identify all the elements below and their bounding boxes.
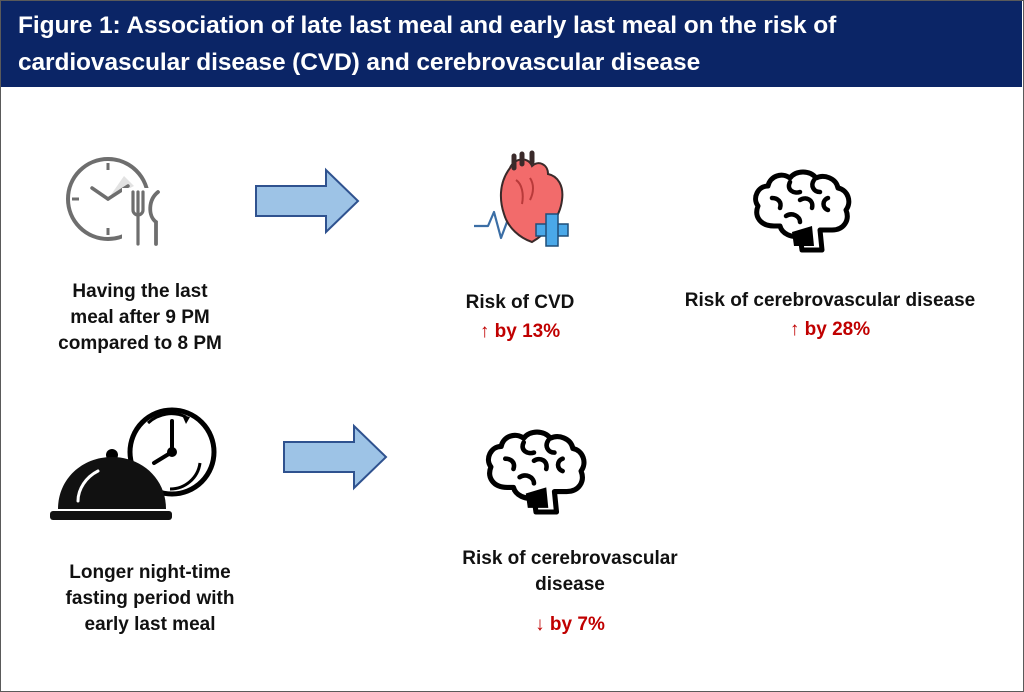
outcome-label-cvd: Risk of CVD bbox=[465, 292, 575, 313]
figure-header: Figure 1: Association of late last meal … bbox=[1, 1, 1022, 87]
arrow-right-icon bbox=[254, 167, 360, 235]
brain-icon bbox=[752, 168, 852, 253]
risk-change-cerebrovascular-early: ↓ by 7% bbox=[535, 614, 605, 635]
clock-fork-knife-icon bbox=[62, 148, 174, 254]
exposure-label-late-meal: Having the last meal after 9 PM compared… bbox=[58, 281, 222, 354]
outcome-label-cerebrovascular-late: Risk of cerebrovascular disease bbox=[684, 290, 976, 311]
figure-title: Figure 1: Association of late last meal … bbox=[18, 12, 837, 76]
heart-icon bbox=[470, 150, 580, 262]
outcome-label-cerebrovascular-early: Risk of cerebrovascular disease bbox=[462, 548, 678, 595]
exposure-label-early-meal: Longer night-time fasting period with ea… bbox=[65, 562, 235, 635]
risk-change-cerebrovascular-late: ↑ by 28% bbox=[789, 319, 871, 340]
arrow-right-icon bbox=[282, 423, 388, 491]
cloche-clock-icon bbox=[50, 405, 225, 525]
brain-icon bbox=[484, 428, 588, 515]
risk-change-cvd: ↑ by 13% bbox=[479, 321, 561, 342]
